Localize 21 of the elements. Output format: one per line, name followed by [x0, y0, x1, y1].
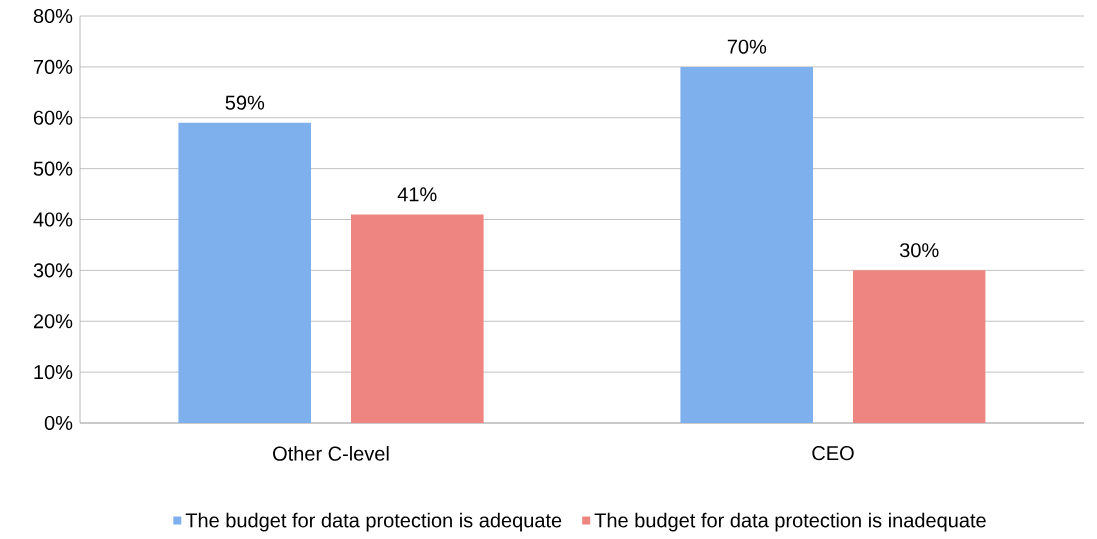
- x-tick-label: Other C-level: [273, 446, 389, 461]
- bar: [680, 66, 813, 423]
- y-tick-label: 0%: [44, 415, 73, 431]
- bar: [351, 214, 484, 423]
- y-tick-label: 10%: [34, 365, 73, 380]
- legend-label: The budget for data protection is inadequate: [594, 512, 986, 532]
- bar: [178, 122, 312, 423]
- y-tick-label: 70%: [33, 59, 73, 74]
- data-label: 70%: [727, 39, 767, 54]
- y-tick-label: 30%: [33, 263, 73, 278]
- data-label: 59%: [225, 95, 265, 110]
- y-tick-label: 80%: [33, 8, 73, 24]
- y-tick-label: 20%: [33, 314, 73, 329]
- y-tick-label: 50%: [33, 161, 73, 176]
- y-tick-label: 40%: [33, 212, 73, 227]
- data-label: 41%: [397, 187, 437, 202]
- x-tick-label: CEO: [812, 446, 854, 461]
- y-tick-label: 60%: [33, 110, 73, 125]
- data-label: 30%: [899, 243, 939, 258]
- legend-label: The budget for data protection is adequate: [185, 512, 562, 532]
- bar: [853, 270, 986, 423]
